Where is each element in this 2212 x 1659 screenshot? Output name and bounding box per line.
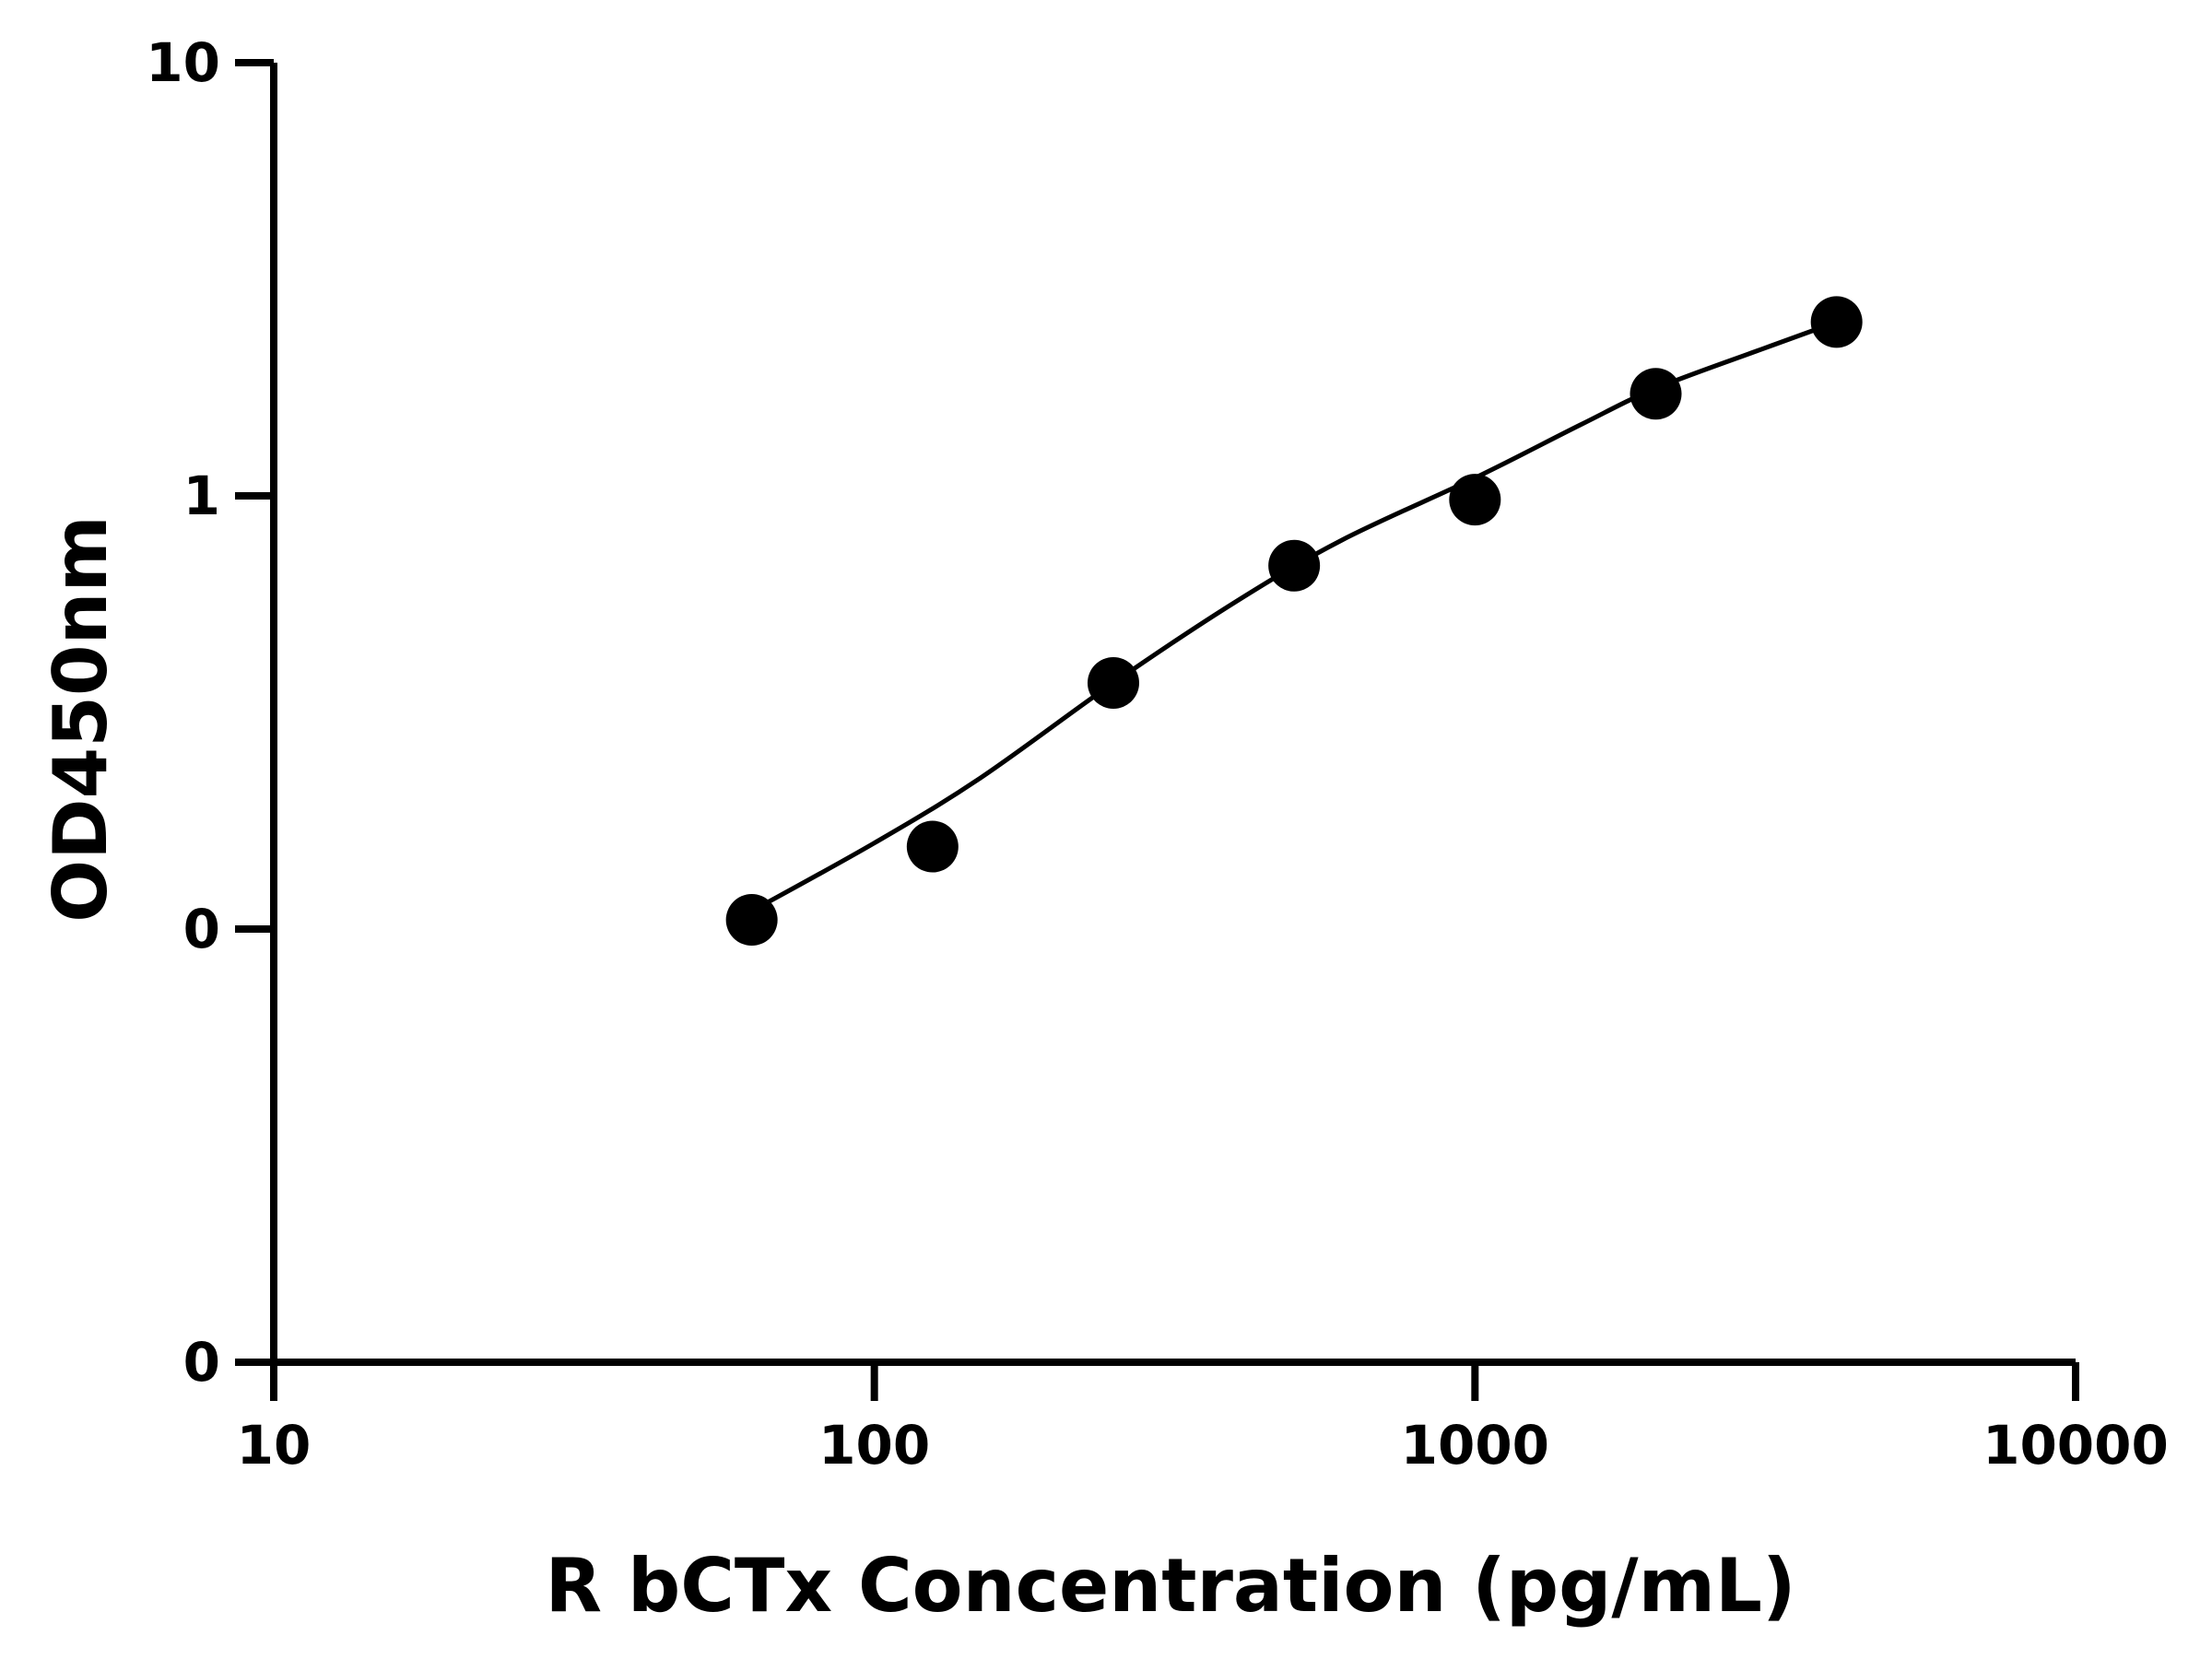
data-point: [1630, 368, 1682, 420]
data-point: [906, 820, 959, 873]
ticks: 10 100 1000 10000 0 0 1 10: [146, 31, 2169, 1477]
x-tick-label: 10000: [1983, 1414, 2169, 1477]
y-tick-label: 1: [183, 465, 220, 527]
x-axis-title: R bCTx Concentration (pg/mL): [545, 1543, 1795, 1629]
data-point: [1268, 539, 1321, 592]
data-point: [725, 894, 778, 947]
x-tick-label: 100: [818, 1414, 930, 1477]
data-point: [1449, 474, 1501, 526]
x-tick-label: 10: [237, 1414, 312, 1477]
y-tick-label: 0: [183, 1331, 220, 1394]
axes-frame: [270, 63, 2076, 1366]
data-points: [725, 296, 1863, 947]
y-tick-label: 0: [183, 898, 220, 960]
y-tick-label: 10: [146, 31, 220, 94]
x-tick-label: 1000: [1401, 1414, 1549, 1477]
data-point: [1810, 296, 1863, 348]
data-point: [1087, 656, 1139, 709]
y-axis-title: OD450nm: [38, 515, 124, 923]
axes: [270, 63, 2076, 1366]
